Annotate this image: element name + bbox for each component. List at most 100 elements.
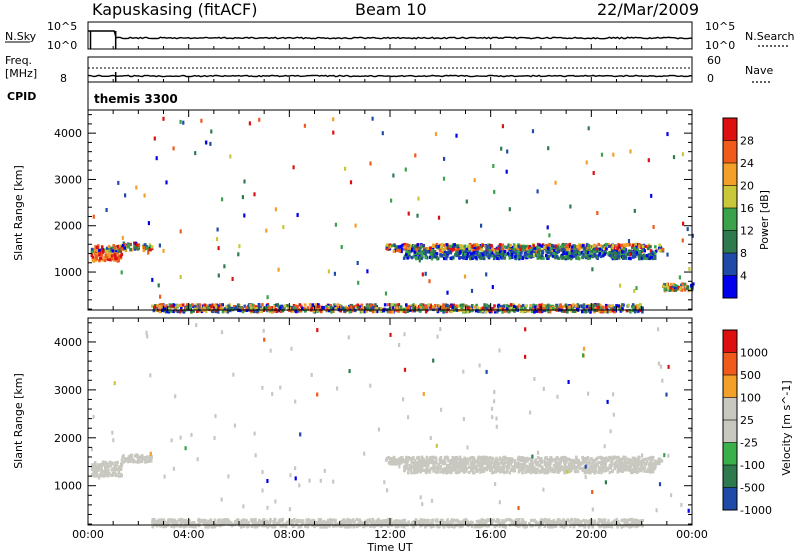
- power-echo-cell: [299, 309, 302, 313]
- power-echo-cell: [433, 253, 437, 257]
- power-echo-cell: [113, 253, 117, 257]
- velocity-echo-cell: [461, 464, 465, 468]
- velocity-echo-cell: [500, 458, 503, 462]
- velocity-echo-cell: [527, 468, 530, 472]
- power-echo-cell: [265, 306, 268, 310]
- power-echo-cell: [619, 283, 622, 288]
- velocity-echo-cell: [470, 524, 474, 528]
- power-echo-cell: [407, 307, 411, 311]
- power-echo-cell: [477, 251, 481, 255]
- power-echo-cell: [545, 306, 548, 310]
- power-echo-cell: [591, 306, 595, 310]
- velocity-echo-cell: [543, 459, 546, 463]
- power-echo-cell: [611, 246, 614, 250]
- velocity-echo-cell: [117, 471, 120, 475]
- velocity-echo-cell: [583, 471, 587, 475]
- power-echo-cell: [306, 306, 310, 310]
- velocity-echo-cell: [482, 455, 485, 459]
- velocity-echo-cell: [570, 517, 573, 522]
- power-echo-cell: [575, 248, 578, 252]
- velocity-echo-cell: [425, 471, 428, 475]
- power-echo-cell: [592, 244, 596, 248]
- power-echo-cell: [218, 303, 222, 307]
- velocity-echo-cell: [100, 467, 103, 471]
- velocity-echo-cell: [535, 468, 539, 472]
- velocity-echo-cell: [657, 462, 661, 466]
- power-echo-cell: [376, 307, 379, 311]
- power-echo-cell: [538, 243, 542, 247]
- velocity-echo-cell: [473, 465, 477, 469]
- power-echo-cell: [402, 256, 406, 260]
- power-echo-cell: [418, 254, 421, 258]
- velocity-echo-cell: [571, 522, 575, 526]
- velocity-echo-cell: [562, 525, 566, 529]
- power-echo-cell: [479, 309, 483, 313]
- velocity-echo-cell: [204, 522, 207, 526]
- power-echo-cell: [212, 309, 216, 313]
- power-echo-cell: [216, 310, 220, 314]
- power-echo-cell: [134, 241, 138, 245]
- power-echo-cell: [638, 256, 641, 260]
- velocity-echo-cell: [316, 521, 319, 525]
- velocity-echo-cell: [179, 522, 182, 526]
- velocity-echo-cell: [581, 462, 584, 466]
- velocity-echo-cell: [446, 459, 450, 463]
- velocity-echo-cell: [136, 454, 139, 458]
- velocity-echo-cell: [309, 519, 312, 523]
- velocity-echo-cell: [556, 467, 560, 472]
- velocity-echo-cell: [158, 518, 161, 522]
- power-echo-cell: [228, 306, 231, 310]
- velocity-echo-cell: [428, 461, 431, 465]
- velocity-echo-cell: [504, 460, 508, 464]
- power-echo-cell: [188, 307, 192, 311]
- velocity-echo-cell: [438, 524, 441, 529]
- velocity-echo-cell: [526, 466, 530, 470]
- power-echo-cell: [610, 307, 613, 311]
- power-echo-cell: [152, 309, 156, 313]
- power-echo-cell: [467, 254, 470, 258]
- power-echo-cell: [513, 246, 517, 250]
- power-echo-cell: [360, 303, 364, 307]
- velocity-echo-cell: [596, 521, 599, 525]
- velocity-echo-cell: [640, 469, 643, 473]
- power-echo-cell: [574, 304, 578, 308]
- velocity-echo-cell: [219, 520, 223, 525]
- power-echo-cell: [454, 244, 458, 248]
- power-echo-cell: [123, 243, 127, 247]
- power-echo-cell: [424, 256, 428, 260]
- velocity-echo-cell: [307, 518, 310, 522]
- velocity-echo-cell: [464, 518, 468, 522]
- power-echo-cell: [537, 249, 541, 254]
- power-echo-cell: [570, 256, 573, 260]
- velocity-echo-cell: [307, 521, 311, 525]
- power-echo-cell: [361, 309, 364, 313]
- velocity-echo-cell: [559, 460, 562, 464]
- power-echo-cell: [173, 305, 177, 309]
- power-echo-cell: [635, 303, 639, 308]
- power-echo-cell: [453, 243, 456, 247]
- power-echo-cell: [593, 250, 596, 254]
- power-echo-cell: [180, 306, 183, 311]
- velocity-echo-cell: [459, 469, 463, 473]
- power-echo-cell: [186, 305, 189, 309]
- velocity-echo-cell: [122, 460, 125, 464]
- velocity-echo-cell: [426, 464, 430, 468]
- velocity-echo-cell: [546, 518, 549, 523]
- velocity-echo-cell: [477, 455, 480, 459]
- velocity-echo-cell: [558, 462, 561, 466]
- velocity-echo-cell: [431, 461, 435, 465]
- velocity-echo-cell: [445, 463, 449, 468]
- velocity-echo-cell: [460, 460, 463, 464]
- velocity-echo-cell: [569, 460, 573, 464]
- velocity-echo-cell: [132, 460, 135, 464]
- velocity-echo-cell: [634, 525, 638, 529]
- velocity-echo-cell: [491, 461, 494, 465]
- power-echo-cell: [571, 307, 574, 311]
- velocity-echo-cell: [594, 467, 597, 471]
- power-echo-cell: [532, 305, 535, 309]
- velocity-echo-cell: [631, 456, 635, 460]
- velocity-echo-cell: [389, 518, 393, 522]
- velocity-echo-cell: [429, 467, 433, 471]
- power-echo-cell: [331, 307, 335, 311]
